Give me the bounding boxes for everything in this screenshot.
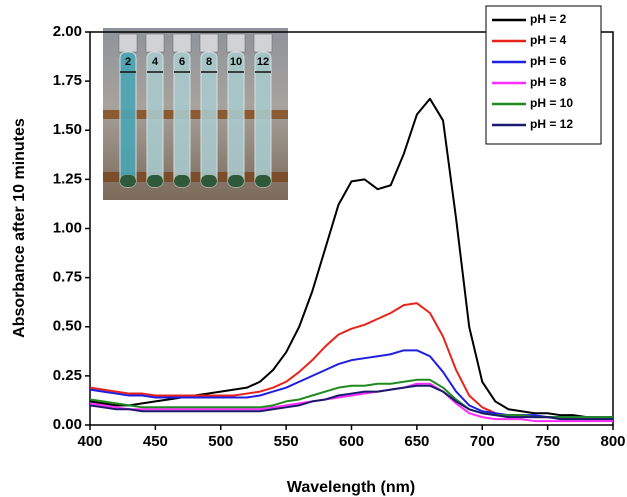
x-tick-label: 650 <box>404 433 429 450</box>
legend-label: pH = 10 <box>530 96 573 110</box>
x-tick-label: 400 <box>77 433 102 450</box>
legend-label: pH = 6 <box>530 54 567 68</box>
inset-label: 2 <box>125 56 131 68</box>
x-tick-label: 550 <box>274 433 299 450</box>
tube-bottom <box>255 175 271 187</box>
x-tick-label: 600 <box>339 433 364 450</box>
rack-bottom <box>103 172 288 182</box>
y-tick-label: 1.25 <box>53 170 82 187</box>
tube-cap <box>253 33 273 53</box>
tube-bottom <box>147 175 163 187</box>
y-tick-label: 0.00 <box>53 416 82 433</box>
rack-top <box>103 110 288 119</box>
y-tick-label: 1.00 <box>53 219 82 236</box>
inset-label: 4 <box>152 56 159 68</box>
y-axis-title: Absorbance after 10 minutes <box>11 118 28 338</box>
y-tick-label: 0.25 <box>53 367 82 384</box>
legend-label: pH = 8 <box>530 75 567 89</box>
series-line <box>89 378 613 419</box>
tube-cap <box>145 33 165 53</box>
tube-cap <box>118 33 138 53</box>
inset-label: 12 <box>257 56 269 68</box>
y-tick-label: 2.00 <box>53 23 82 40</box>
x-tick-label: 800 <box>600 433 625 450</box>
x-tick-label: 450 <box>143 433 168 450</box>
x-tick-label: 750 <box>535 433 560 450</box>
inset-label: 10 <box>230 56 242 68</box>
tube-cap <box>199 33 219 53</box>
tube-bottom <box>174 175 190 187</box>
series-line <box>89 384 613 421</box>
inset-photo: 2 4 6 8 10 12 <box>103 28 288 200</box>
series-line <box>89 382 613 423</box>
y-tick-label: 0.50 <box>53 318 82 335</box>
x-tick-label: 500 <box>208 433 233 450</box>
inset-label: 8 <box>206 56 212 68</box>
tube-cap <box>226 33 246 53</box>
inset-label: 6 <box>179 56 185 68</box>
legend-box <box>485 5 602 145</box>
y-tick-label: 0.75 <box>53 269 82 286</box>
tube-cap <box>172 33 192 53</box>
y-tick-label: 1.50 <box>53 121 82 138</box>
tube-bottom <box>228 175 244 187</box>
tube-bottom <box>201 175 217 187</box>
legend-label: pH = 2 <box>530 12 567 26</box>
y-tick-label: 1.75 <box>53 72 82 89</box>
x-axis-title: Wavelength (nm) <box>287 479 415 496</box>
legend-label: pH = 12 <box>530 117 573 131</box>
x-tick-label: 700 <box>470 433 495 450</box>
legend-label: pH = 4 <box>530 33 567 47</box>
tube-bottom <box>120 175 136 187</box>
